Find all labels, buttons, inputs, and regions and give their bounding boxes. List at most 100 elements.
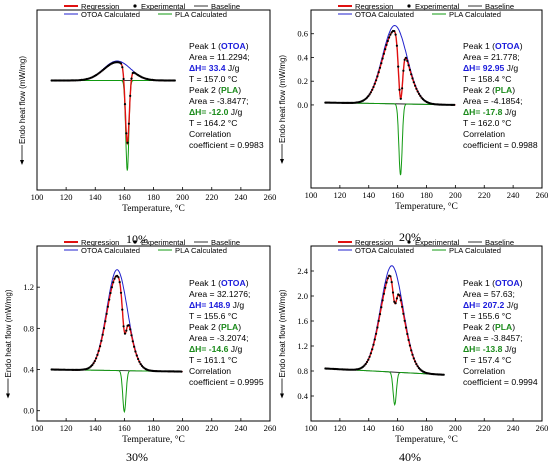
experimental-point bbox=[393, 300, 396, 303]
peak2-area: Area = -3.8477; bbox=[189, 96, 248, 106]
peak1-title-part: Peak 1 ( bbox=[189, 278, 221, 288]
experimental-point bbox=[95, 357, 98, 360]
experimental-point bbox=[373, 338, 376, 341]
experimental-point bbox=[123, 103, 127, 106]
correlation-label-part: Correlation bbox=[189, 129, 231, 139]
peak2-temperature: T = 162.0 °C bbox=[463, 118, 511, 128]
x-tick-label: 220 bbox=[478, 423, 491, 433]
peak2-enthalpy: ΔH= -14.6 J/g bbox=[189, 344, 242, 354]
y-tick-label: 0.8 bbox=[23, 323, 34, 333]
peak2-enthalpy-part: ΔH= -17.8 bbox=[463, 107, 503, 117]
legend-label-regression: Regression bbox=[355, 238, 393, 247]
peak2-title-part: Peak 2 ( bbox=[463, 85, 495, 95]
experimental-point bbox=[105, 312, 108, 315]
experimental-point bbox=[384, 48, 387, 51]
peak-annotation: Peak 1 (OTOA)Area = 11.2294;ΔH= 33.4 J/g… bbox=[189, 41, 264, 150]
experimental-point bbox=[101, 333, 104, 336]
experimental-point bbox=[100, 339, 103, 342]
peak2-enthalpy: ΔH= -17.8 J/g bbox=[463, 107, 516, 117]
experimental-point bbox=[381, 57, 384, 60]
peak2-area: Area = -4.1854; bbox=[463, 96, 522, 106]
experimental-point bbox=[398, 294, 401, 297]
y-tick-label: 2.0 bbox=[297, 291, 308, 301]
experimental-point bbox=[365, 360, 369, 364]
x-tick-label: 200 bbox=[176, 423, 189, 433]
experimental-point bbox=[130, 334, 133, 337]
experimental-point bbox=[416, 365, 419, 368]
legend-swatch-experimental bbox=[407, 240, 411, 244]
experimental-point bbox=[117, 276, 120, 279]
peak2-enthalpy: ΔH= -13.8 J/g bbox=[463, 344, 516, 354]
experimental-point bbox=[401, 305, 404, 308]
correlation-value: coefficient = 0.9983 bbox=[189, 140, 264, 150]
x-tick-label: 180 bbox=[147, 423, 160, 433]
experimental-point bbox=[402, 312, 405, 315]
experimental-point bbox=[113, 277, 116, 280]
experimental-point bbox=[393, 30, 396, 33]
experimental-point bbox=[411, 353, 414, 356]
legend-label-experimental: Experimental bbox=[141, 238, 186, 247]
peak1-enthalpy-part: J/g bbox=[504, 300, 518, 310]
panel-caption: 30% bbox=[126, 450, 148, 464]
peak2-temperature-part: T = 162.0 °C bbox=[463, 118, 511, 128]
peak1-title-part: ) bbox=[520, 41, 523, 51]
x-tick-label: 140 bbox=[362, 423, 375, 433]
x-tick-label: 120 bbox=[334, 190, 347, 200]
experimental-point bbox=[394, 302, 397, 305]
experimental-point bbox=[397, 65, 400, 68]
chart-panel-2: 100 120 140 160 180 200 220 240 260 0.0 0.2 0.4 0.6 T… bbox=[278, 2, 548, 244]
chart-panel-1: 100 120 140 160 180 200 220 240 260 Temperature, … bbox=[18, 2, 276, 246]
experimental-point bbox=[415, 87, 418, 90]
peak2-enthalpy-part: J/g bbox=[502, 107, 516, 117]
experimental-point bbox=[118, 281, 121, 284]
experimental-point bbox=[411, 77, 414, 80]
x-tick-label: 140 bbox=[362, 190, 375, 200]
peak1-enthalpy-part: J/g bbox=[504, 63, 518, 73]
experimental-point bbox=[412, 357, 415, 360]
correlation-label-part: Correlation bbox=[189, 366, 231, 376]
legend-label-regression: Regression bbox=[355, 2, 393, 11]
experimental-point bbox=[173, 79, 176, 82]
x-axis-label: Temperature, °C bbox=[395, 434, 458, 445]
peak2-enthalpy: ΔH= -12.0 J/g bbox=[189, 107, 242, 117]
legend-label-otoa: OTOA Calculated bbox=[355, 246, 414, 255]
legend: Regression Experimental Baseline OTOA Calcu… bbox=[338, 238, 514, 255]
peak1-enthalpy-part: J/g bbox=[230, 300, 244, 310]
legend-label-experimental: Experimental bbox=[415, 2, 460, 11]
experimental-point bbox=[394, 33, 397, 36]
legend-label-experimental: Experimental bbox=[141, 2, 186, 11]
peak2-enthalpy-part: J/g bbox=[228, 107, 242, 117]
experimental-point bbox=[369, 91, 372, 94]
x-axis-label: Temperature, °C bbox=[395, 201, 458, 212]
legend: Regression Experimental Baseline OTOA Calcu… bbox=[64, 2, 240, 19]
experimental-point bbox=[99, 345, 102, 348]
experimental-point bbox=[407, 64, 410, 67]
peak2-title-part: PLA bbox=[495, 322, 512, 332]
x-tick-label: 220 bbox=[478, 190, 491, 200]
peak2-enthalpy-part: ΔH= -13.8 bbox=[463, 344, 503, 354]
x-tick-label: 180 bbox=[420, 190, 433, 200]
experimental-point bbox=[386, 277, 389, 280]
experimental-point bbox=[420, 96, 423, 99]
peak2-enthalpy-part: ΔH= -12.0 bbox=[189, 107, 229, 117]
experimental-point bbox=[398, 88, 401, 91]
legend-label-baseline: Baseline bbox=[211, 2, 240, 11]
experimental-point bbox=[417, 367, 421, 370]
peak2-title-part: PLA bbox=[221, 85, 238, 95]
experimental-point bbox=[410, 349, 413, 352]
x-tick-label: 240 bbox=[507, 423, 520, 433]
experimental-point bbox=[380, 62, 383, 65]
experimental-point bbox=[414, 360, 417, 363]
peak2-title: Peak 2 (PLA) bbox=[189, 85, 241, 95]
experimental-point bbox=[407, 338, 410, 342]
experimental-point bbox=[368, 93, 371, 96]
experimental-point bbox=[119, 291, 123, 294]
peak1-title: Peak 1 (OTOA) bbox=[463, 278, 523, 288]
experimental-point bbox=[96, 353, 99, 356]
experimental-point bbox=[91, 364, 94, 367]
experimental-point bbox=[402, 69, 405, 72]
peak2-title-part: ) bbox=[512, 85, 515, 95]
experimental-point bbox=[97, 349, 100, 352]
experimental-point bbox=[127, 122, 130, 125]
experimental-point bbox=[384, 286, 387, 289]
